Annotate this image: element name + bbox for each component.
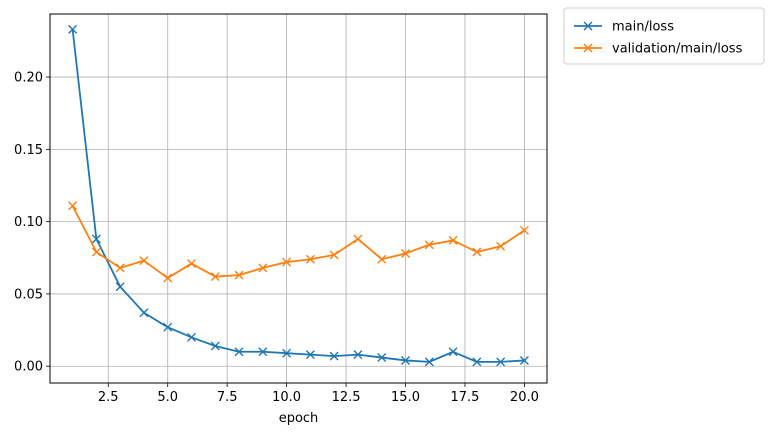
axis-ticks: 2.5 5.0 7.5 10.0 12.5 15.0 17.5 20.0 0.00 0.05 0.1…: [14, 71, 539, 405]
series-line-main-loss: [71, 29, 525, 363]
legend: main/loss validation/main/loss: [563, 7, 765, 65]
legend-box: [563, 7, 765, 65]
plot-frame: [49, 13, 548, 384]
data-point: [163, 273, 173, 283]
data-point: [234, 270, 244, 280]
x-tick-label: 5.0: [157, 390, 178, 405]
data-point: [210, 272, 220, 282]
data-point: [329, 351, 339, 361]
data-point: [353, 350, 363, 360]
x-axis-label: epoch: [279, 411, 319, 426]
data-point: [329, 250, 339, 260]
legend-entry-label: main/loss: [612, 20, 674, 35]
data-point: [448, 235, 458, 245]
y-tick-label: 0.15: [14, 143, 43, 158]
data-point: [139, 256, 149, 266]
data-point: [186, 259, 196, 269]
legend-marker: [583, 43, 593, 53]
data-point: [472, 357, 482, 367]
data-point: [519, 225, 529, 235]
legend-marker: [583, 21, 593, 31]
data-point: [91, 234, 101, 244]
x-tick-label: 7.5: [217, 390, 238, 405]
y-tick-label: 0.20: [14, 71, 43, 86]
data-point: [496, 241, 506, 251]
series-line-validation-main-loss: [71, 205, 525, 279]
data-point: [282, 348, 292, 358]
y-tick-label: 0.05: [14, 287, 43, 302]
legend-entry-label: validation/main/loss: [612, 42, 743, 57]
data-point: [163, 322, 173, 332]
x-tick-label: 15.0: [391, 390, 420, 405]
data-point: [258, 347, 268, 357]
data-point: [210, 341, 220, 351]
data-point: [305, 350, 315, 360]
data-point: [115, 263, 125, 273]
data-point: [519, 355, 529, 365]
data-point: [401, 248, 411, 258]
x-tick-label: 10.0: [272, 390, 301, 405]
data-point: [68, 24, 78, 34]
data-point: [258, 263, 268, 273]
x-tick-label: 20.0: [510, 390, 539, 405]
data-point: [186, 332, 196, 342]
y-tick-label: 0.00: [14, 360, 43, 375]
data-point: [234, 347, 244, 357]
x-tick-label: 2.5: [98, 390, 119, 405]
x-tick-label: 12.5: [332, 390, 361, 405]
data-point: [377, 353, 387, 363]
data-point: [115, 282, 125, 292]
data-point: [305, 254, 315, 264]
data-point: [68, 201, 78, 211]
x-tick-label: 17.5: [450, 390, 479, 405]
data-point: [91, 247, 101, 257]
data-point: [139, 308, 149, 318]
data-point: [472, 247, 482, 257]
data-point: [448, 347, 458, 357]
data-point: [377, 254, 387, 264]
data-point: [496, 357, 506, 367]
data-point: [401, 355, 411, 365]
y-tick-label: 0.10: [14, 215, 43, 230]
grid: [50, 14, 547, 383]
series-group: [68, 24, 529, 367]
data-point: [353, 234, 363, 244]
data-point: [424, 240, 434, 250]
data-point: [282, 257, 292, 267]
data-point: [424, 357, 434, 367]
